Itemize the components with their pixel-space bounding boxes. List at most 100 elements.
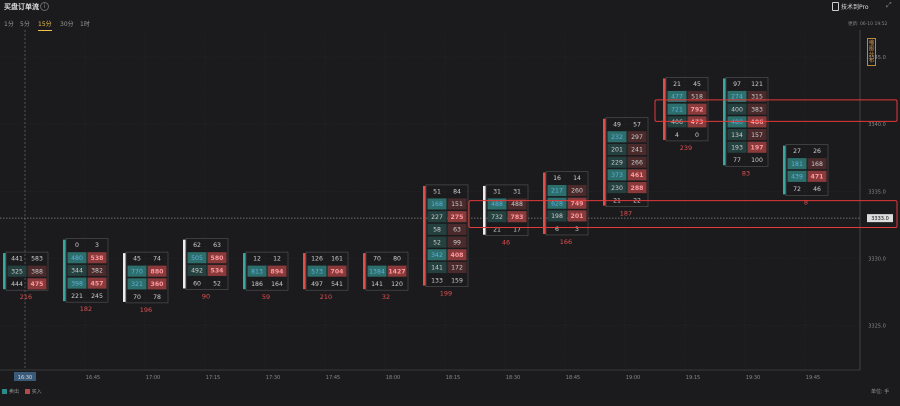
bar-total: 187 bbox=[620, 210, 632, 218]
bar-frame[interactable] bbox=[545, 171, 589, 236]
buy-cell bbox=[387, 265, 407, 277]
buy-cell bbox=[567, 184, 587, 197]
buy-volume: 100 bbox=[751, 157, 763, 164]
sell-volume: 126 bbox=[311, 256, 323, 263]
sell-volume: 227 bbox=[431, 214, 443, 221]
buy-volume: 580 bbox=[211, 255, 225, 262]
sell-volume: 141 bbox=[431, 265, 443, 272]
bar-frame[interactable] bbox=[5, 251, 49, 291]
sell-cell bbox=[427, 261, 447, 274]
buy-cell bbox=[567, 197, 587, 209]
buy-volume: 164 bbox=[271, 281, 283, 288]
buy-volume: 120 bbox=[391, 281, 403, 288]
sell-cell bbox=[547, 197, 567, 209]
footprint-chart[interactable]: 3345.0 3340.0 3335.0 3330.0 3325.0 16:45 17:00… bbox=[0, 30, 900, 382]
sell-volume: 628 bbox=[551, 200, 563, 207]
sell-volume: 441 bbox=[11, 256, 23, 263]
tab-5min[interactable]: 5分 bbox=[20, 21, 30, 28]
bar-total: 182 bbox=[80, 305, 92, 313]
sell-cell bbox=[127, 265, 147, 277]
bar-frame[interactable] bbox=[485, 184, 529, 237]
buy-volume: 704 bbox=[331, 268, 345, 275]
buy-volume: 475 bbox=[31, 281, 44, 288]
info-icon[interactable]: i bbox=[40, 2, 49, 11]
sell-cell bbox=[187, 252, 207, 264]
tab-1hour[interactable]: 1时 bbox=[80, 21, 90, 28]
x-tick-label: 19:15 bbox=[686, 375, 700, 381]
buy-volume: 197 bbox=[751, 144, 764, 151]
sell-cell bbox=[187, 264, 207, 276]
bar-frame[interactable] bbox=[305, 251, 349, 291]
buy-cell bbox=[27, 265, 47, 277]
side-distribution-button[interactable]: 缩图分布 bbox=[867, 38, 876, 66]
bar-frame[interactable] bbox=[425, 184, 469, 287]
buy-volume: 74 bbox=[153, 256, 161, 263]
sell-volume: 51 bbox=[433, 188, 441, 195]
tab-30min[interactable]: 30分 bbox=[60, 21, 74, 28]
buy-volume: 315 bbox=[751, 94, 763, 101]
bar-accent bbox=[363, 253, 366, 290]
tab-15min[interactable]: 15分 bbox=[38, 21, 52, 31]
sell-cell bbox=[307, 265, 327, 277]
buy-cell bbox=[87, 277, 107, 289]
buy-volume: 3 bbox=[95, 242, 99, 249]
buy-volume: 168 bbox=[811, 161, 823, 168]
bar-frame[interactable] bbox=[785, 144, 829, 196]
buy-volume: 46 bbox=[813, 186, 821, 193]
buy-volume: 12 bbox=[273, 256, 281, 263]
sell-volume: 406 bbox=[671, 119, 683, 126]
sell-volume: 168 bbox=[431, 201, 443, 208]
y-tick-label: 3335.0 bbox=[868, 189, 886, 195]
sell-volume: 488 bbox=[491, 201, 503, 208]
bar-frame[interactable] bbox=[125, 251, 169, 304]
expand-icon[interactable]: ⤢ bbox=[886, 1, 892, 9]
buy-volume: 245 bbox=[91, 293, 103, 300]
sell-volume: 60 bbox=[193, 280, 201, 287]
buy-volume: 14 bbox=[573, 175, 581, 182]
buy-cell bbox=[687, 103, 707, 115]
buy-cell bbox=[147, 278, 167, 290]
buy-volume: 17 bbox=[513, 227, 521, 234]
bar-frame[interactable] bbox=[365, 251, 409, 291]
buy-cell bbox=[567, 210, 587, 222]
x-tick-label: 17:30 bbox=[266, 375, 280, 381]
bar-frame[interactable] bbox=[185, 238, 229, 290]
x-tick-label: 19:00 bbox=[626, 375, 640, 381]
bar-accent bbox=[183, 239, 186, 289]
sell-volume: 480 bbox=[71, 255, 83, 262]
buy-volume: 241 bbox=[631, 147, 643, 154]
bar-frame[interactable] bbox=[65, 238, 109, 303]
sell-cell bbox=[487, 211, 507, 223]
buy-volume: 157 bbox=[751, 132, 763, 139]
buy-cell bbox=[327, 265, 347, 277]
sell-volume: 134 bbox=[731, 132, 743, 139]
sell-cell bbox=[427, 236, 447, 248]
buy-volume: 792 bbox=[691, 106, 704, 113]
buy-volume: 78 bbox=[153, 294, 161, 301]
buy-volume: 518 bbox=[691, 94, 703, 101]
buy-cell bbox=[447, 211, 467, 223]
sell-cell bbox=[727, 90, 747, 103]
sell-volume: 133 bbox=[431, 277, 443, 284]
bar-accent bbox=[123, 253, 126, 302]
sell-cell bbox=[67, 277, 87, 289]
document-icon[interactable] bbox=[832, 2, 839, 11]
buy-volume: 534 bbox=[211, 268, 225, 275]
sell-cell bbox=[547, 184, 567, 197]
bar-frame[interactable] bbox=[605, 117, 649, 207]
bar-total: 239 bbox=[680, 144, 692, 152]
buy-volume: 297 bbox=[631, 134, 643, 141]
sell-volume: 400 bbox=[731, 106, 743, 113]
bar-frame[interactable] bbox=[245, 251, 289, 291]
buy-cell bbox=[27, 278, 47, 290]
buy-cell bbox=[507, 211, 527, 223]
brand-label[interactable]: 技术到Pro bbox=[841, 4, 869, 11]
buy-cell bbox=[747, 103, 767, 115]
sell-cell bbox=[727, 141, 747, 153]
tab-1min[interactable]: 1分 bbox=[4, 21, 14, 28]
buy-cell bbox=[147, 265, 167, 277]
bar-frame[interactable] bbox=[665, 77, 709, 142]
sell-volume: 492 bbox=[191, 268, 203, 275]
buy-volume: 538 bbox=[91, 255, 104, 262]
sell-volume: 439 bbox=[791, 174, 803, 181]
